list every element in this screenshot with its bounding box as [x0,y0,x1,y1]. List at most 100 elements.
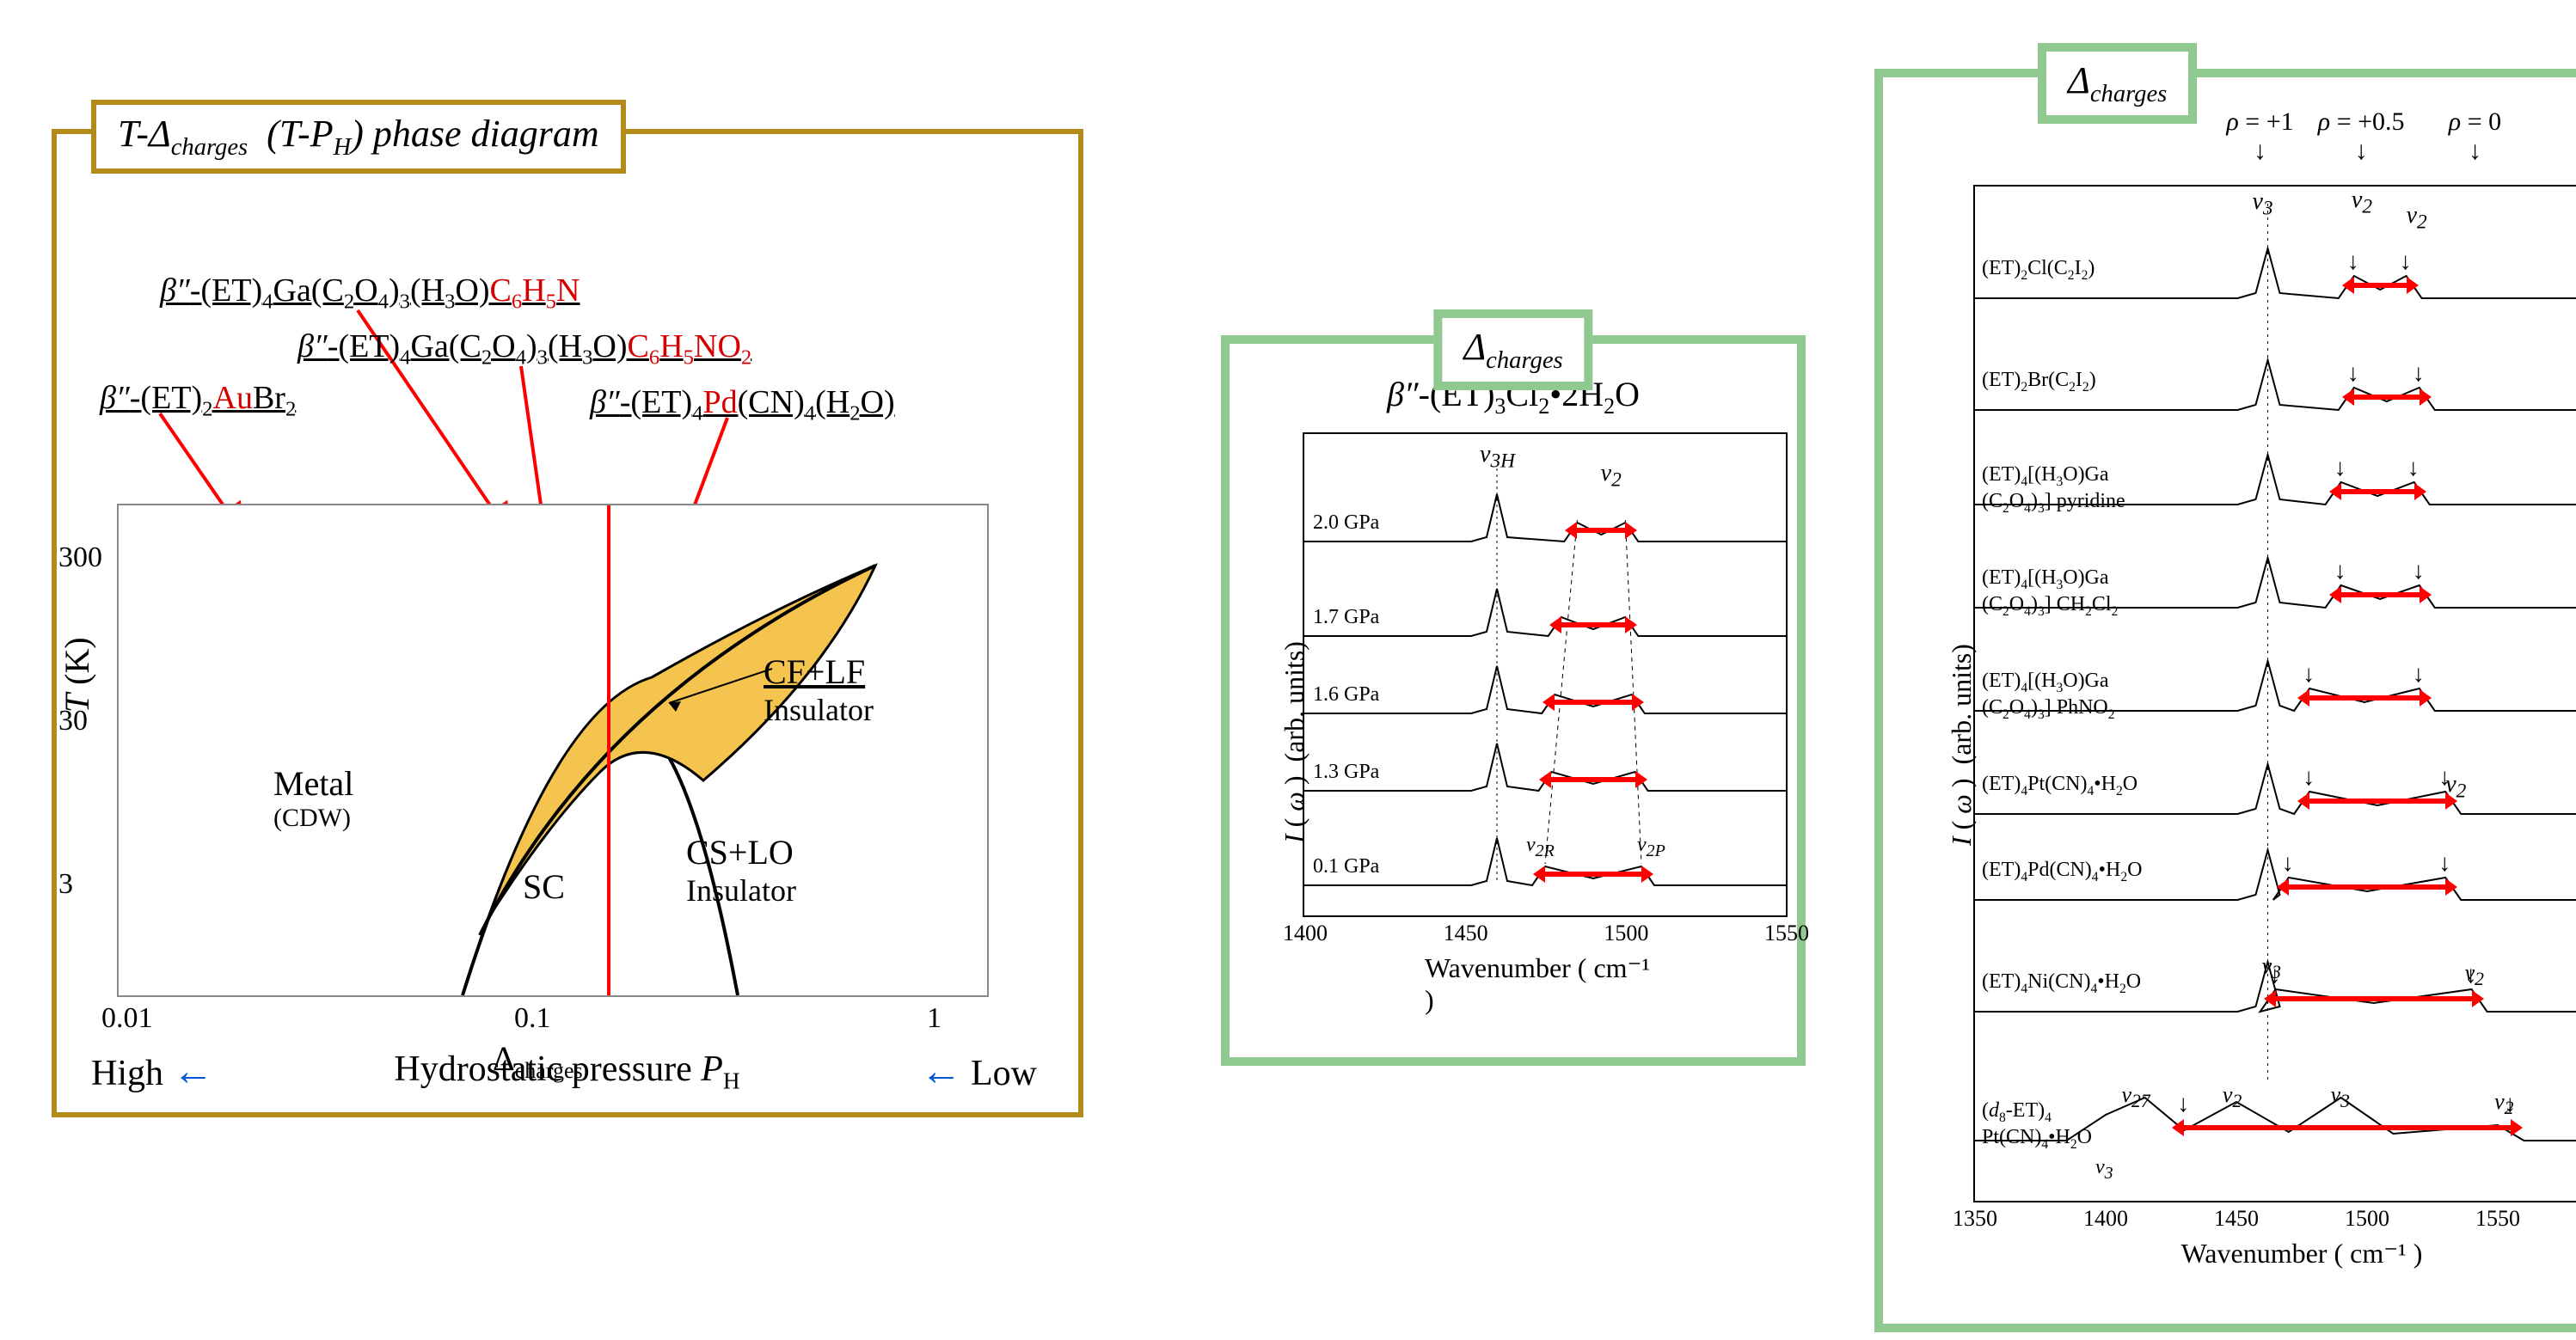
mid-xtick: 1550 [1764,921,1809,946]
delta-arrow [2354,395,2420,400]
rho-header-row: ρ = +1↓ ρ = +0.5↓ ρ = 0↓ [1904,107,2576,185]
down-arrow-icon: ↓ [2347,248,2359,276]
phase-xtick: 0.01 [101,1002,153,1035]
nu3-bottom-label: ν3 [2095,1156,2113,1184]
pressure-direction-row: High ← Hydrostatic pressure PH ← Low [91,1048,1037,1095]
region-metal: Metal(CDW) [273,763,353,833]
mid-title: Δcharges [1433,309,1592,390]
mid-spectra-panel: Δcharges β″-(ET)3Cl2•2H2O I ( ω ) (arb. … [1221,335,1806,1066]
delta-arrow [1555,700,1632,705]
nu3-bottom-label2: ν3 [2331,1082,2350,1112]
phase-diagram-panel: T-Δcharges (T-PH) phase diagram T (K)Δch… [52,129,1083,1117]
down-arrow-icon: ↓ [2407,455,2420,482]
compound-trace-label: (d8-ET)4Pt(CN)4•H2O [1982,1099,2092,1152]
compound-label: β″-(ET)4Pd(CN)4(H2O) [590,383,895,426]
delta-arrow [1551,777,1635,782]
pressure-trace-label: 0.1 GPa [1313,855,1379,878]
nu2-label: ν2 [1601,460,1622,493]
compound-trace-label: (ET)4[(H3O)Ga(C2O4)3] pyridine [1982,463,2125,516]
region-cslo: CS+LOInsulator [686,832,796,909]
delta-arrow [2341,592,2420,597]
down-arrow-icon: ↓ [2177,1091,2189,1118]
right-xtick: 1500 [2345,1206,2389,1232]
compound-trace-label: (ET)2Br(C2I2) [1982,369,2096,395]
nu2-ni-label: ν2 [2465,960,2484,990]
delta-arrow [1561,622,1626,627]
pressure-high-label: High [91,1054,163,1093]
right-xtick: 1350 [1953,1206,1997,1232]
right-xtick: 1400 [2083,1206,2128,1232]
delta-arrow [2354,283,2407,288]
nu3-label: ν3 [2252,188,2272,221]
down-arrow-icon: ↓ [2303,764,2315,792]
compound-trace-label: (ET)4[(H3O)Ga(C2O4)3] PhNO2 [1982,670,2115,722]
nu2-bottom-label2: ν2 [2494,1089,2513,1119]
blue-arrow-right-icon: ← [921,1049,962,1094]
mid-xtick: 1500 [1604,921,1648,946]
phase-ylabel: T (K) [57,637,97,713]
pressure-low-label: Low [971,1054,1037,1093]
mid-xtick: 1450 [1444,921,1488,946]
nu3-label: ν3H [1480,441,1515,474]
compound-trace-label: (ET)4Pd(CN)4•H2O [1982,859,2142,885]
mid-xlabel: Wavenumber ( cm⁻¹ ) [1425,951,1665,1016]
nu2-bottom-label: ν2 [2223,1082,2242,1112]
delta-arrow [1577,528,1625,533]
right-xtick: 1550 [2475,1206,2520,1232]
region-sc: SC [523,866,565,907]
nu2-label: ν2 [2352,187,2372,219]
pressure-trace-label: 1.6 GPa [1313,683,1379,707]
right-spectra-plot: I ( ω ) (arb. units)Wavenumber ( cm⁻¹ )1… [1973,185,2576,1202]
mid-xtick: 1400 [1283,921,1328,946]
delta-arrow [2309,798,2445,804]
down-arrow-icon: ↓ [2438,850,2450,878]
delta-arrow [2309,695,2420,701]
pressure-trace-label: 1.7 GPa [1313,606,1379,629]
compound-trace-label: (ET)4Ni(CN)4•H2O [1982,970,2141,997]
rho-label: ρ = +1↓ [2226,107,2293,166]
rho-label: ρ = 0↓ [2449,107,2501,166]
phase-ytick: 30 [58,705,88,737]
nu2p-label: ν2P [1637,834,1665,861]
pressure-mid-label: Hydrostatic pressure PH [394,1049,739,1094]
right-xlabel: Wavenumber ( cm⁻¹ ) [2181,1237,2423,1270]
down-arrow-icon: ↓ [2413,661,2425,688]
right-spectra-panel: Δcharges ρ = +1↓ρ = +0.5↓ρ = 0↓ I ( ω ) … [1874,69,2576,1332]
phase-xtick: 0.1 [514,1002,551,1035]
pressure-trace-label: 1.3 GPa [1313,761,1379,784]
phase-ytick: 300 [58,542,102,574]
compound-trace-label: (ET)4Pt(CN)4•H2O [1982,773,2137,799]
right-ylabel: I ( ω ) (arb. units) [1946,644,1978,846]
phase-plot-area: T (K)Δcharges0.010.11330300Metal(CDW)SCC… [117,504,989,997]
delta-arrow [2289,884,2445,890]
phase-xtick: 1 [927,1002,941,1035]
blue-arrow-left-icon: ← [173,1049,214,1094]
compound-trace-label: (ET)4[(H3O)Ga(C2O4)3] CH2Cl2 [1982,566,2118,619]
down-arrow-icon: ↓ [2303,661,2315,688]
phase-ytick: 3 [58,868,73,901]
delta-arrow [2276,996,2472,1001]
mid-spectra-plot: I ( ω ) (arb. units)Wavenumber ( cm⁻¹ )1… [1303,432,1788,917]
down-arrow-icon: ↓ [2413,558,2425,585]
down-arrow-icon: ↓ [2334,455,2346,482]
down-arrow-icon: ↓ [2413,360,2425,388]
down-arrow-icon: ↓ [2334,558,2346,585]
nu2r-label: ν2R [1526,834,1555,861]
compound-trace-label: (ET)2Cl(C2I2) [1982,257,2095,284]
down-arrow-icon: ↓ [2347,360,2359,388]
compound-label: β″-(ET)2AuBr2 [100,379,296,422]
compound-label: β″-(ET)4Ga(C2O4)3(H3O)C6H5N [160,272,580,315]
delta-arrow [1545,872,1641,877]
delta-arrow [2341,489,2414,494]
compound-label: β″-(ET)4Ga(C2O4)3(H3O)C6H5NO2 [297,327,751,370]
nu2-label-b: ν2 [2407,202,2427,235]
nu3-ni-label: ν3 [2262,953,2281,983]
down-arrow-icon: ↓ [2400,248,2412,276]
pressure-trace-label: 2.0 GPa [1313,511,1379,535]
region-cflf: CF+LFInsulator [764,652,874,728]
rho-label: ρ = +0.5↓ [2318,107,2405,166]
nu2-pointer-label: ν2 [2445,771,2466,804]
down-arrow-icon: ↓ [2282,850,2294,878]
right-xtick: 1450 [2214,1206,2259,1232]
delta-arrow [2184,1125,2511,1130]
